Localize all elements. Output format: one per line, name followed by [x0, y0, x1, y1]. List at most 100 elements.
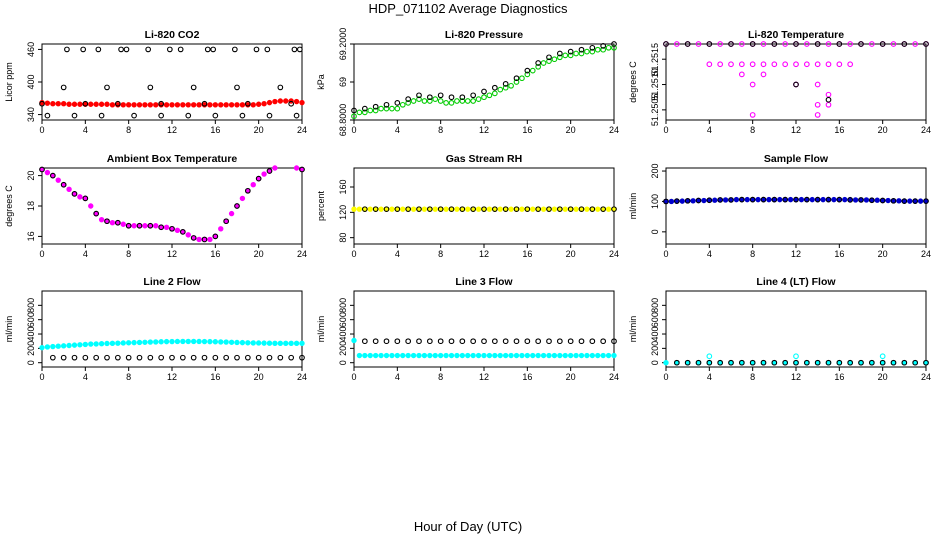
data-point	[426, 94, 433, 101]
data-point	[296, 46, 303, 53]
data-point	[668, 198, 675, 205]
data-point	[44, 100, 51, 106]
data-point	[589, 352, 596, 359]
y-tick-label: 69	[338, 77, 348, 87]
data-point	[190, 84, 197, 91]
data-point	[879, 353, 886, 360]
data-point	[437, 92, 444, 99]
data-point	[513, 338, 520, 345]
x-tick-label: 24	[609, 125, 619, 135]
data-point	[158, 224, 165, 231]
data-point	[190, 354, 197, 361]
data-point	[852, 197, 859, 203]
data-point	[814, 81, 821, 88]
data-point	[706, 353, 713, 360]
x-tick-label: 8	[438, 249, 443, 259]
x-tick-label: 20	[878, 125, 888, 135]
data-point	[351, 337, 357, 344]
y-tick-label: 20	[26, 171, 36, 181]
data-point	[120, 102, 126, 108]
data-point	[825, 359, 832, 366]
data-point	[529, 67, 536, 74]
data-point	[50, 343, 56, 350]
data-point	[502, 206, 509, 213]
x-tick-label: 0	[351, 372, 356, 382]
data-point	[524, 206, 531, 213]
data-point	[717, 41, 724, 47]
x-tick-label: 12	[791, 249, 801, 259]
data-point	[454, 206, 460, 212]
data-point	[394, 206, 401, 213]
y-tick-label: 51.2515	[650, 43, 660, 76]
data-point	[158, 354, 165, 361]
x-tick-label: 0	[351, 125, 356, 135]
data-point	[125, 102, 132, 108]
panel-title: Li-820 Temperature	[748, 29, 844, 41]
data-point	[163, 102, 170, 108]
x-tick-label: 24	[297, 249, 307, 259]
data-point	[410, 352, 417, 359]
data-point	[793, 61, 799, 68]
data-point	[519, 352, 525, 359]
y-axis-label: degrees C	[628, 61, 638, 103]
data-point	[814, 101, 821, 108]
data-point	[803, 61, 810, 68]
y-tick-label: 69.2000	[338, 28, 348, 61]
data-point	[383, 338, 390, 345]
x-tick-label: 0	[39, 125, 44, 135]
data-point	[814, 196, 821, 203]
data-point	[679, 198, 685, 204]
data-point	[239, 112, 246, 119]
data-point	[255, 354, 262, 361]
data-point	[255, 175, 262, 182]
data-point	[755, 196, 761, 203]
data-point	[212, 102, 219, 108]
data-point	[448, 206, 455, 213]
data-point	[239, 102, 246, 108]
panel-li-820-pressure: Li-820 Pressure kPa 0 4 8 12 16 20 24 68.8000 69 69…	[316, 28, 619, 137]
data-point	[923, 198, 929, 204]
data-point	[201, 100, 208, 107]
data-point	[454, 98, 460, 104]
data-point	[890, 41, 897, 47]
panel-title: Line 3 Flow	[455, 276, 513, 288]
data-point	[481, 88, 487, 95]
data-point	[120, 221, 126, 227]
data-point	[416, 338, 422, 345]
data-point	[71, 354, 78, 361]
data-point	[594, 46, 601, 53]
data-point	[448, 352, 455, 359]
data-point	[475, 206, 482, 212]
x-tick-label: 20	[566, 125, 576, 135]
y-tick-label: 0	[26, 360, 36, 365]
data-point	[142, 223, 148, 229]
data-point	[733, 196, 740, 203]
data-point	[443, 352, 449, 359]
data-point	[486, 92, 493, 99]
data-point	[673, 198, 680, 204]
data-point	[131, 223, 137, 229]
data-point	[567, 352, 574, 359]
data-point	[288, 100, 295, 107]
data-point	[299, 340, 305, 347]
data-point	[530, 352, 536, 359]
data-point	[39, 100, 45, 107]
data-point	[535, 60, 542, 66]
data-point	[470, 352, 476, 359]
y-axis-label: percent	[316, 190, 326, 221]
data-point	[174, 227, 181, 234]
data-point	[519, 75, 525, 82]
data-point	[383, 101, 390, 108]
data-point	[185, 338, 191, 345]
data-point	[104, 354, 110, 361]
data-point	[578, 46, 585, 53]
data-point	[814, 61, 821, 68]
data-point	[125, 340, 132, 346]
x-tick-label: 8	[126, 125, 131, 135]
data-point	[180, 102, 186, 108]
y-tick-label: 600	[650, 312, 660, 327]
data-point	[595, 206, 601, 212]
data-point	[470, 92, 477, 99]
data-point	[277, 354, 284, 361]
data-point	[475, 352, 482, 359]
